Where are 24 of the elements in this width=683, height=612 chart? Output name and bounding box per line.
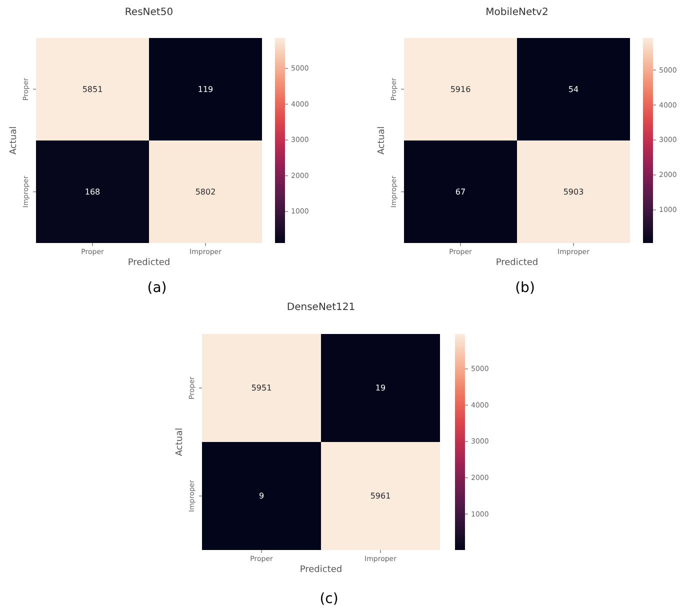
y-axis-title: Actual [377, 126, 387, 155]
x-axis-title: Predicted [300, 565, 342, 575]
chart-title: DenseNet121 [286, 302, 356, 313]
text: (a) [147, 280, 167, 296]
data-label: 5961 [370, 492, 391, 500]
chart-title: ResNet50 [124, 7, 174, 18]
data-label: 5802 [195, 187, 216, 196]
data-label: 5903 [563, 187, 584, 196]
data-label: 5916 [450, 84, 471, 94]
data-label: 9 [258, 492, 264, 500]
data-label: 5951 [251, 384, 272, 392]
text: (c) [320, 591, 338, 607]
y-axis-title: Actual [175, 428, 185, 456]
data-label: 168 [84, 187, 100, 196]
text: (b) [515, 280, 535, 296]
data-label: 119 [198, 84, 214, 94]
x-axis-title: Predicted [496, 258, 538, 268]
chart-title: MobileNetv2 [486, 7, 548, 18]
x-axis-title: Predicted [128, 258, 170, 268]
data-label: 5851 [82, 84, 103, 94]
data-label: 67 [455, 187, 466, 196]
y-axis-title: Actual [9, 126, 19, 155]
data-label: 19 [375, 384, 386, 392]
data-label: 54 [568, 84, 579, 94]
